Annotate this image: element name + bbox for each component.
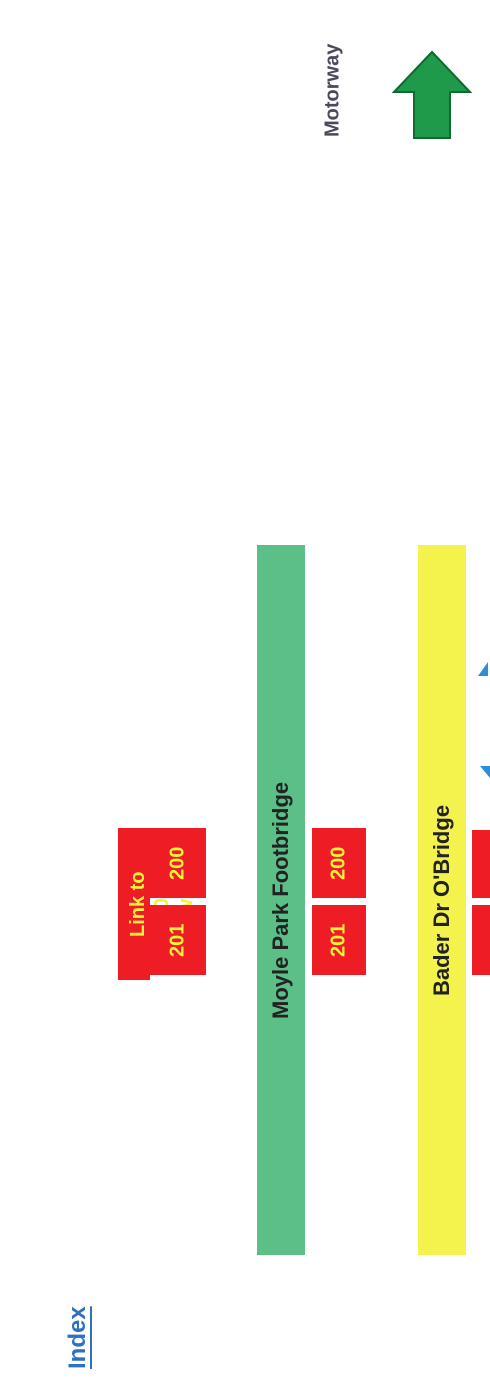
blue-mark (480, 766, 490, 778)
red-cell-partial (472, 905, 490, 975)
red-cell: 200 (312, 828, 366, 898)
red-cell: 200 (166, 846, 189, 880)
footbridge-bar: Moyle Park Footbridge (257, 545, 305, 1255)
red-cell-partial (472, 830, 490, 898)
blue-mark (478, 662, 488, 676)
red-cell: 201 (166, 923, 189, 957)
link-box (118, 828, 150, 980)
link-line: Link to (127, 871, 149, 937)
motorway-label: Motorway (321, 43, 344, 138)
index-link[interactable]: Index (64, 1306, 91, 1369)
red-cell: 201 (312, 905, 366, 975)
blue-marks (478, 662, 490, 778)
arrow-shape (392, 50, 472, 139)
obridge-bar: Bader Dr O'Bridge (418, 545, 466, 1255)
red-cell-bg (150, 905, 206, 975)
red-cell-bg (150, 828, 206, 898)
motorway-arrow (392, 50, 472, 139)
